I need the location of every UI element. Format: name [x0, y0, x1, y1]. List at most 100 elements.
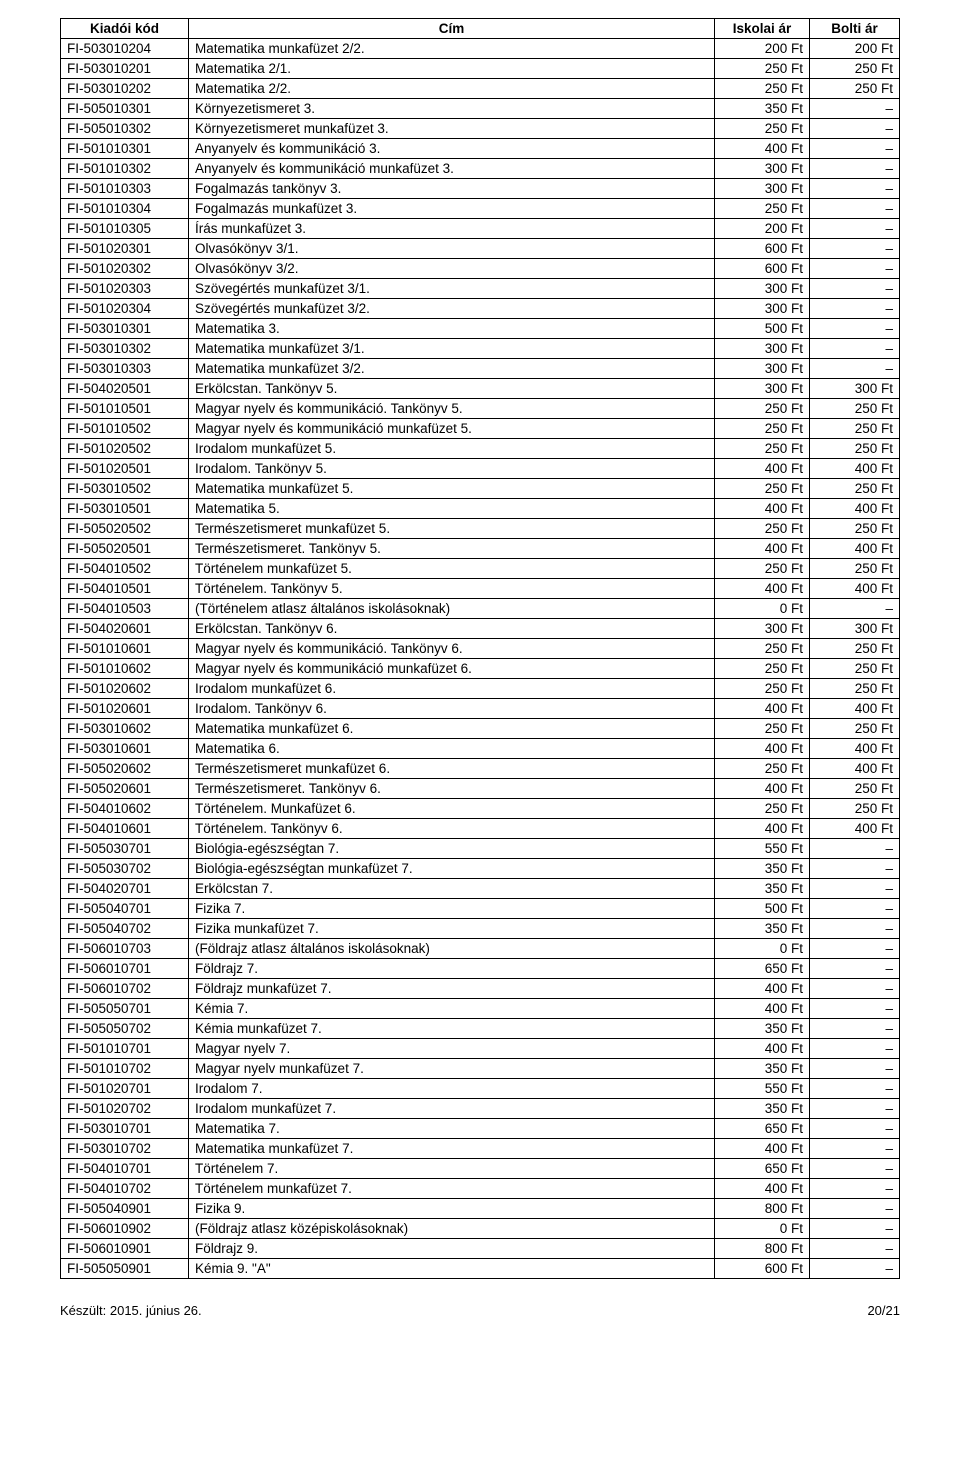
cell-code: FI-503010502 [61, 479, 189, 499]
footer-page-number: 20/21 [867, 1303, 900, 1318]
cell-school-price: 500 Ft [715, 899, 810, 919]
cell-retail-price: 400 Ft [810, 739, 900, 759]
cell-code: FI-504010602 [61, 799, 189, 819]
footer-date: Készült: 2015. június 26. [60, 1303, 202, 1318]
cell-school-price: 250 Ft [715, 479, 810, 499]
cell-code: FI-506010702 [61, 979, 189, 999]
table-row: FI-503010302Matematika munkafüzet 3/1.30… [61, 339, 900, 359]
table-row: FI-501010301Anyanyelv és kommunikáció 3.… [61, 139, 900, 159]
cell-retail-price: – [810, 979, 900, 999]
cell-school-price: 600 Ft [715, 239, 810, 259]
cell-title: Környezetismeret 3. [189, 99, 715, 119]
cell-school-price: 250 Ft [715, 759, 810, 779]
table-row: FI-505020602Természetismeret munkafüzet … [61, 759, 900, 779]
header-code: Kiadói kód [61, 19, 189, 39]
cell-title: Történelem 7. [189, 1159, 715, 1179]
cell-code: FI-505030702 [61, 859, 189, 879]
cell-school-price: 350 Ft [715, 879, 810, 899]
cell-code: FI-503010601 [61, 739, 189, 759]
table-row: FI-501020502Irodalom munkafüzet 5.250 Ft… [61, 439, 900, 459]
cell-retail-price: – [810, 1259, 900, 1279]
cell-title: Biológia-egészségtan 7. [189, 839, 715, 859]
table-row: FI-501020501Irodalom. Tankönyv 5.400 Ft4… [61, 459, 900, 479]
table-row: FI-501010303Fogalmazás tankönyv 3.300 Ft… [61, 179, 900, 199]
cell-code: FI-503010204 [61, 39, 189, 59]
table-row: FI-503010202Matematika 2/2.250 Ft250 Ft [61, 79, 900, 99]
cell-code: FI-506010701 [61, 959, 189, 979]
cell-title: Erkölcstan 7. [189, 879, 715, 899]
page-footer: Készült: 2015. június 26. 20/21 [60, 1303, 900, 1318]
table-row: FI-504010701Történelem 7.650 Ft– [61, 1159, 900, 1179]
cell-retail-price: – [810, 159, 900, 179]
cell-title: Kémia 7. [189, 999, 715, 1019]
cell-code: FI-501020601 [61, 699, 189, 719]
cell-school-price: 650 Ft [715, 1119, 810, 1139]
cell-school-price: 400 Ft [715, 699, 810, 719]
cell-code: FI-503010702 [61, 1139, 189, 1159]
cell-code: FI-505020502 [61, 519, 189, 539]
cell-title: Kémia munkafüzet 7. [189, 1019, 715, 1039]
cell-school-price: 500 Ft [715, 319, 810, 339]
table-row: FI-505050701Kémia 7.400 Ft– [61, 999, 900, 1019]
cell-retail-price: – [810, 1179, 900, 1199]
cell-school-price: 550 Ft [715, 1079, 810, 1099]
cell-retail-price: – [810, 1219, 900, 1239]
cell-title: Magyar nyelv munkafüzet 7. [189, 1059, 715, 1079]
cell-retail-price: – [810, 239, 900, 259]
cell-code: FI-505020601 [61, 779, 189, 799]
cell-school-price: 350 Ft [715, 919, 810, 939]
cell-title: Fogalmazás munkafüzet 3. [189, 199, 715, 219]
cell-retail-price: 250 Ft [810, 519, 900, 539]
cell-retail-price: 400 Ft [810, 819, 900, 839]
cell-school-price: 600 Ft [715, 259, 810, 279]
table-row: FI-505050702Kémia munkafüzet 7.350 Ft– [61, 1019, 900, 1039]
cell-code: FI-503010202 [61, 79, 189, 99]
table-row: FI-501010701Magyar nyelv 7.400 Ft– [61, 1039, 900, 1059]
cell-code: FI-501010304 [61, 199, 189, 219]
cell-code: FI-503010701 [61, 1119, 189, 1139]
table-row: FI-504020701Erkölcstan 7.350 Ft– [61, 879, 900, 899]
cell-retail-price: – [810, 1199, 900, 1219]
table-row: FI-503010303Matematika munkafüzet 3/2.30… [61, 359, 900, 379]
cell-code: FI-501010601 [61, 639, 189, 659]
cell-code: FI-503010302 [61, 339, 189, 359]
cell-code: FI-503010201 [61, 59, 189, 79]
cell-school-price: 600 Ft [715, 1259, 810, 1279]
table-row: FI-501020302Olvasókönyv 3/2.600 Ft– [61, 259, 900, 279]
cell-title: Matematika munkafüzet 5. [189, 479, 715, 499]
cell-title: Matematika 7. [189, 1119, 715, 1139]
table-row: FI-505040901Fizika 9.800 Ft– [61, 1199, 900, 1219]
price-table: Kiadói kód Cím Iskolai ár Bolti ár FI-50… [60, 18, 900, 1279]
cell-retail-price: 250 Ft [810, 59, 900, 79]
header-title: Cím [189, 19, 715, 39]
cell-title: Írás munkafüzet 3. [189, 219, 715, 239]
cell-school-price: 250 Ft [715, 399, 810, 419]
cell-retail-price: – [810, 1099, 900, 1119]
table-row: FI-501020301Olvasókönyv 3/1.600 Ft– [61, 239, 900, 259]
cell-school-price: 200 Ft [715, 39, 810, 59]
cell-retail-price: – [810, 919, 900, 939]
cell-code: FI-501020502 [61, 439, 189, 459]
cell-school-price: 300 Ft [715, 279, 810, 299]
cell-title: Matematika munkafüzet 2/2. [189, 39, 715, 59]
cell-retail-price: 400 Ft [810, 699, 900, 719]
cell-title: Szövegértés munkafüzet 3/1. [189, 279, 715, 299]
cell-title: (Földrajz atlasz általános iskolásoknak) [189, 939, 715, 959]
cell-title: Matematika 5. [189, 499, 715, 519]
table-row: FI-505010302Környezetismeret munkafüzet … [61, 119, 900, 139]
header-retail-price: Bolti ár [810, 19, 900, 39]
cell-code: FI-504020501 [61, 379, 189, 399]
cell-school-price: 350 Ft [715, 1099, 810, 1119]
cell-retail-price: – [810, 219, 900, 239]
cell-title: Erkölcstan. Tankönyv 5. [189, 379, 715, 399]
cell-code: FI-501010502 [61, 419, 189, 439]
cell-code: FI-501010305 [61, 219, 189, 239]
cell-retail-price: – [810, 139, 900, 159]
cell-title: Természetismeret. Tankönyv 6. [189, 779, 715, 799]
cell-title: Anyanyelv és kommunikáció 3. [189, 139, 715, 159]
cell-retail-price: – [810, 959, 900, 979]
cell-school-price: 650 Ft [715, 959, 810, 979]
cell-title: Környezetismeret munkafüzet 3. [189, 119, 715, 139]
cell-code: FI-505050702 [61, 1019, 189, 1039]
table-row: FI-505020601Természetismeret. Tankönyv 6… [61, 779, 900, 799]
